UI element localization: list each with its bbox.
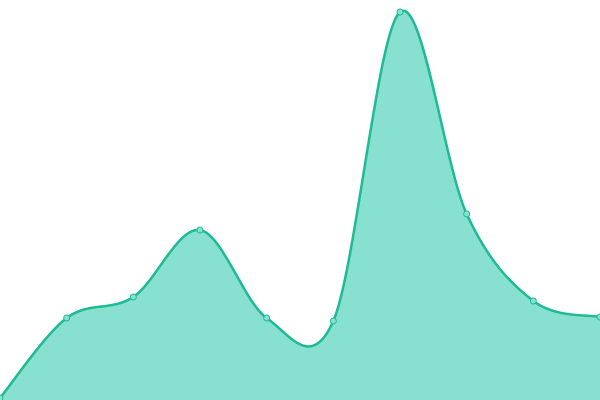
data-point-0 bbox=[0, 394, 4, 400]
data-point-9 bbox=[596, 313, 600, 321]
data-point-4 bbox=[263, 314, 271, 322]
data-point-8 bbox=[529, 297, 537, 305]
data-point-3 bbox=[196, 226, 204, 234]
area-fill bbox=[0, 10, 600, 400]
data-point-7 bbox=[463, 210, 471, 218]
data-point-1 bbox=[63, 314, 71, 322]
data-point-2 bbox=[129, 293, 137, 301]
data-points bbox=[0, 8, 600, 400]
data-point-5 bbox=[329, 317, 337, 325]
data-point-6 bbox=[396, 8, 404, 16]
